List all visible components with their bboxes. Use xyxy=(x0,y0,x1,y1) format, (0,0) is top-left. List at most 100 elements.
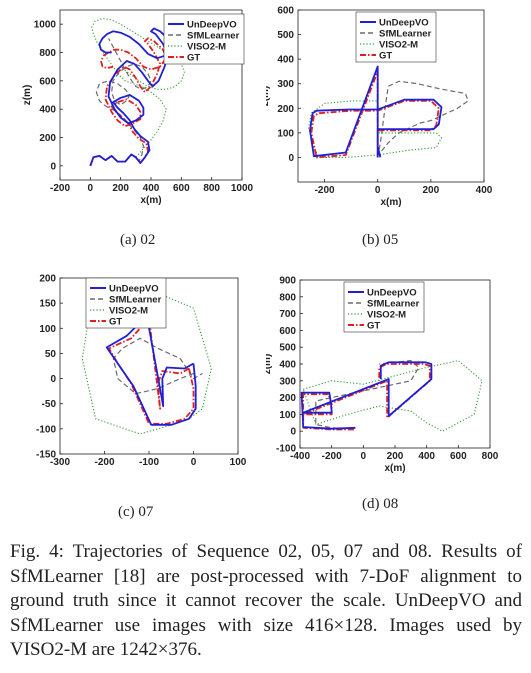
legend-box xyxy=(163,13,245,65)
legend-box xyxy=(85,277,167,329)
y-tick-label: 150 xyxy=(39,299,56,310)
x-tick-label: -400 xyxy=(290,451,310,462)
x-tick-label: 0 xyxy=(88,183,94,194)
series-line-sfmlearner xyxy=(377,80,469,158)
legend-label: SfMLearner xyxy=(367,299,420,310)
series-line-undeepvo xyxy=(309,65,443,158)
legend-label: UnDeepVO xyxy=(379,18,429,29)
legend-label: VISO2-M xyxy=(187,42,226,53)
y-axis-label: z(m) xyxy=(266,354,273,375)
x-axis-label: x(m) xyxy=(380,197,401,208)
series-line-gt xyxy=(302,363,431,431)
series-line-viso2-m xyxy=(302,360,483,432)
x-tick-label: 200 xyxy=(387,451,404,462)
y-tick-label: 1000 xyxy=(34,20,57,31)
y-tick-label: -100 xyxy=(276,444,296,455)
legend-label: VISO2-M xyxy=(367,310,406,321)
legend-label: GT xyxy=(109,317,122,328)
chart-svg-d: -400 -200 0 200 400 600 800 -100 0 100 200 300 400 50… xyxy=(266,276,499,475)
x-tick-label: 400 xyxy=(418,451,435,462)
x-axis-label: x(m) xyxy=(140,195,161,206)
legend-label: UnDeepVO xyxy=(367,288,417,299)
legend-label: SfMLearner xyxy=(187,31,240,42)
series-line-undeepvo xyxy=(105,314,197,426)
x-tick-label: -300 xyxy=(50,457,70,468)
y-tick-label: 800 xyxy=(279,292,296,303)
chart-panel-c: -300 -200 -100 0 100 -150 -100 -50 0 50 100 150 200 U… xyxy=(0,266,265,526)
legend-label: VISO2-M xyxy=(109,306,148,317)
series-line-sfmlearner xyxy=(112,337,203,395)
x-tick-label: -200 xyxy=(322,451,342,462)
y-tick-label: 900 xyxy=(279,276,296,287)
series-group xyxy=(308,65,469,159)
legend-label: VISO2-M xyxy=(379,40,418,51)
x-tick-label: 0 xyxy=(375,185,381,196)
legend-label: GT xyxy=(187,53,200,64)
y-tick-label: 200 xyxy=(277,104,294,115)
x-tick-label: 600 xyxy=(450,451,467,462)
x-tick-label: 800 xyxy=(203,183,220,194)
y-tick-label: 0 xyxy=(290,427,296,438)
y-tick-label: 100 xyxy=(39,324,56,335)
chart-panel-a: -200 0 200 400 600 800 1000 0 200 400 600 800 1000 x(… xyxy=(0,0,265,265)
y-tick-label: 600 xyxy=(39,76,56,87)
y-tick-label: -150 xyxy=(36,450,56,461)
y-tick-label: 300 xyxy=(279,376,296,387)
y-tick-label: 400 xyxy=(279,360,296,371)
series-line-sfmlearner xyxy=(315,359,420,431)
legend-label: UnDeepVO xyxy=(109,284,159,295)
chart-panel-b: -200 0 200 400 0 100 200 300 400 500 600 x(m) z(m) Un… xyxy=(266,0,531,265)
x-tick-label: -200 xyxy=(50,183,70,194)
y-tick-label: 200 xyxy=(39,274,56,285)
y-tick-label: 0 xyxy=(50,374,56,385)
series-group xyxy=(300,359,483,432)
subcaption-a: (a) 02 xyxy=(120,232,156,248)
series-line-viso2-m xyxy=(308,100,443,158)
y-tick-label: 700 xyxy=(279,309,296,320)
y-axis-label: z(m) xyxy=(266,86,271,107)
y-tick-label: 600 xyxy=(279,326,296,337)
x-tick-label: 400 xyxy=(143,183,160,194)
x-tick-label: -100 xyxy=(139,457,159,468)
y-tick-label: 100 xyxy=(277,128,294,139)
series-line-gt xyxy=(108,317,195,425)
chart-svg-a: -200 0 200 400 600 800 1000 0 200 400 600 800 1000 x(… xyxy=(22,9,254,206)
x-tick-label: 600 xyxy=(173,183,190,194)
y-tick-label: 300 xyxy=(277,79,294,90)
y-tick-label: 600 xyxy=(277,6,294,17)
legend-label: UnDeepVO xyxy=(187,20,237,31)
legend-label: SfMLearner xyxy=(379,29,432,40)
legend-box xyxy=(343,281,425,333)
x-tick-label: 800 xyxy=(482,451,499,462)
x-tick-label: -200 xyxy=(315,185,335,196)
subcaption-b: (b) 05 xyxy=(362,232,399,248)
x-tick-label: 200 xyxy=(423,185,440,196)
series-line-undeepvo xyxy=(89,27,175,167)
legend-box xyxy=(355,11,437,63)
legend-label: GT xyxy=(379,51,392,62)
series-group xyxy=(89,17,185,167)
series-line-viso2-m xyxy=(81,282,212,435)
y-tick-label: 800 xyxy=(39,48,56,59)
x-axis-label: x(m) xyxy=(384,463,405,474)
x-tick-label: -200 xyxy=(94,457,114,468)
plot-frame xyxy=(297,9,485,183)
series-group xyxy=(81,282,212,435)
y-tick-label: 0 xyxy=(50,161,56,172)
subcaption-c: (c) 07 xyxy=(118,504,154,520)
y-tick-label: 500 xyxy=(279,343,296,354)
y-tick-label: 0 xyxy=(288,153,294,164)
series-line-undeepvo xyxy=(300,361,433,430)
figure-caption: Fig. 4: Trajectories of Sequence 02, 05,… xyxy=(10,541,522,660)
chart-svg-c: -300 -200 -100 0 100 -150 -100 -50 0 50 100 150 200 U… xyxy=(36,274,247,469)
legend-label: GT xyxy=(367,321,380,332)
x-tick-label: 0 xyxy=(191,457,197,468)
y-tick-label: -50 xyxy=(42,399,57,410)
x-tick-label: 0 xyxy=(361,451,367,462)
y-tick-label: -100 xyxy=(36,424,56,435)
